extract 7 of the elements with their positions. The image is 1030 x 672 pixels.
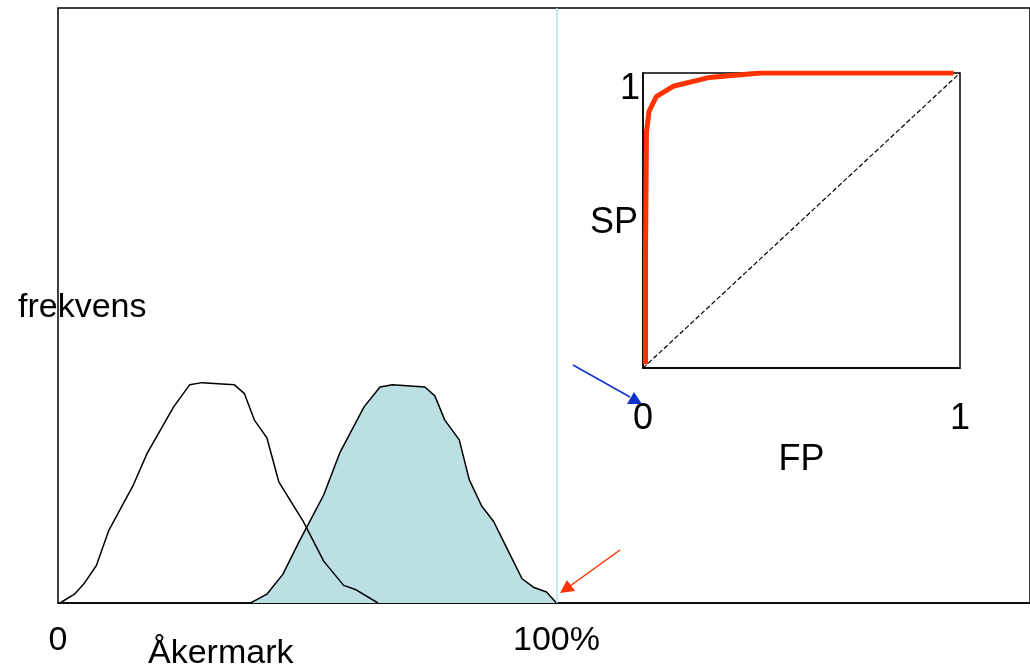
x-tick-label: 0 [632, 395, 654, 437]
x-axis-title: Åkermark [148, 632, 295, 670]
y-axis-title: SP [589, 200, 638, 242]
text: 1 [619, 65, 640, 107]
x-tick-label: 100% [512, 619, 600, 657]
x-tick-label: 0 [48, 619, 68, 657]
x-axis-title: FP [778, 436, 825, 478]
